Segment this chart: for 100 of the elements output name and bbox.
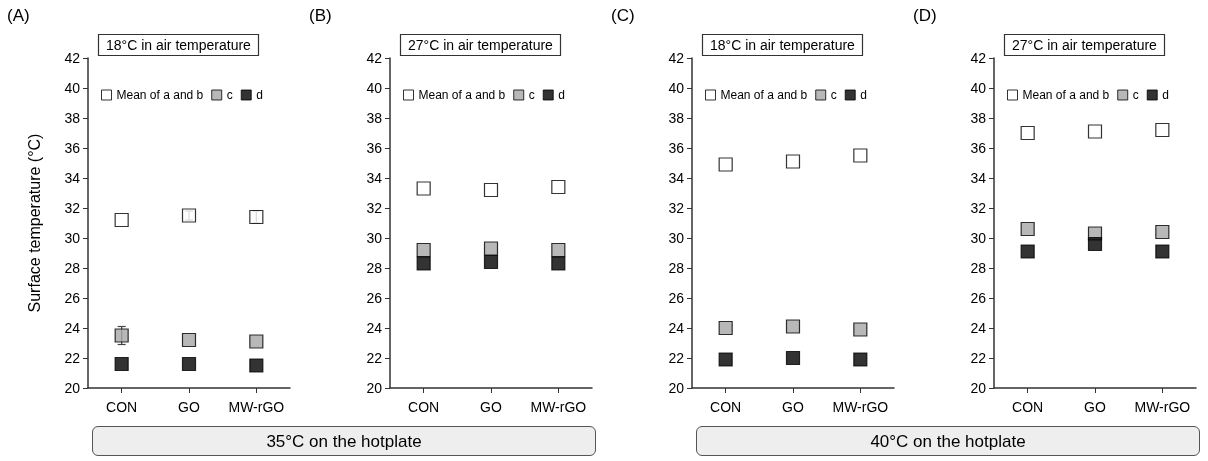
chart-title: (B): [309, 6, 332, 25]
x-tick-label: GO: [480, 399, 502, 415]
point: [853, 352, 868, 367]
y-tick-label: 40: [64, 80, 81, 96]
point: [718, 352, 733, 367]
point: [416, 242, 431, 258]
y-tick-label: 34: [64, 170, 81, 186]
y-tick-label: 36: [366, 140, 383, 156]
y-tick-label: 26: [970, 290, 987, 306]
point: [785, 319, 801, 334]
point: [718, 157, 733, 172]
y-tick-label: 32: [970, 200, 987, 216]
point: [249, 358, 264, 373]
y-tick-label: 42: [970, 50, 987, 66]
y-tick-label: 36: [64, 140, 81, 156]
y-tick-label: 24: [366, 320, 383, 336]
y-tick-label: 20: [64, 380, 81, 396]
y-tick-label: 32: [668, 200, 685, 216]
y-tick-label: 20: [668, 380, 685, 396]
legend-label: Mean of a and b: [116, 88, 204, 102]
chart-subtitle: 27°C in air temperature: [1012, 37, 1158, 53]
legend-label: Mean of a and b: [418, 88, 506, 102]
point: [785, 154, 801, 169]
y-tick-label: 26: [668, 290, 685, 306]
y-tick-label: 30: [64, 230, 81, 246]
x-tick-label: MW-rGO: [530, 399, 587, 415]
point: [181, 332, 197, 348]
legend-label: c: [1132, 88, 1139, 102]
point: [551, 242, 566, 258]
y-tick-label: 42: [668, 50, 685, 66]
y-tick-label: 30: [668, 230, 685, 246]
legend-label: d: [860, 88, 867, 102]
y-tick-label: 38: [64, 110, 81, 126]
y-tick-label: 40: [366, 80, 383, 96]
point: [416, 256, 431, 271]
y-tick-label: 36: [970, 140, 987, 156]
x-tick-label: CON: [1012, 399, 1044, 415]
point: [1020, 244, 1035, 259]
y-tick-label: 24: [970, 320, 987, 336]
legend-label: Mean of a and b: [720, 88, 808, 102]
x-tick-label: GO: [178, 399, 200, 415]
y-tick-label: 28: [668, 260, 685, 276]
y-tick-label: 22: [970, 350, 987, 366]
y-tick-label: 30: [366, 230, 383, 246]
text: 40°C on the hotplate: [696, 426, 1200, 456]
y-tick-label: 26: [366, 290, 383, 306]
y-tick-label: 28: [366, 260, 383, 276]
chart-title: (D): [913, 6, 937, 25]
point: [853, 322, 868, 337]
point: [483, 254, 499, 270]
x-tick-label: MW-rGO: [228, 399, 285, 415]
legend-label: c: [226, 88, 233, 102]
point: [1087, 236, 1103, 252]
point: [551, 256, 566, 271]
chart-title: (C): [611, 6, 635, 25]
point: [416, 181, 431, 196]
x-tick-label: GO: [1084, 399, 1106, 415]
x-tick-label: MW-rGO: [832, 399, 889, 415]
y-tick-label: 38: [970, 110, 987, 126]
legend-label: d: [1162, 88, 1169, 102]
point: [1087, 124, 1103, 139]
y-tick-label: 36: [668, 140, 685, 156]
y-tick-label: 24: [668, 320, 685, 336]
y-tick-label: 28: [970, 260, 987, 276]
point: [1020, 221, 1035, 237]
y-tick-label: 22: [64, 350, 81, 366]
point: [114, 356, 129, 372]
point: [718, 320, 733, 336]
legend-label: c: [830, 88, 837, 102]
legend-label: d: [558, 88, 565, 102]
legend-label: Mean of a and b: [1022, 88, 1110, 102]
x-tick-label: GO: [782, 399, 804, 415]
y-tick-label: 34: [366, 170, 383, 186]
y-tick-label: 34: [970, 170, 987, 186]
y-tick-label: 28: [64, 260, 81, 276]
point: [181, 356, 197, 372]
y-tick-label: 30: [970, 230, 987, 246]
x-tick-label: CON: [710, 399, 742, 415]
y-tick-label: 20: [366, 380, 383, 396]
y-tick-label: 34: [668, 170, 685, 186]
point: [1155, 244, 1170, 259]
y-tick-label: 24: [64, 320, 81, 336]
y-tick-label: 22: [668, 350, 685, 366]
y-tick-label: 42: [366, 50, 383, 66]
chart-subtitle: 18°C in air temperature: [710, 37, 856, 53]
x-tick-label: MW-rGO: [1134, 399, 1191, 415]
y-tick-label: 32: [64, 200, 81, 216]
y-tick-label: 40: [668, 80, 685, 96]
legend-label: d: [256, 88, 263, 102]
legend-label: c: [528, 88, 535, 102]
y-tick-label: 38: [668, 110, 685, 126]
y-axis-title: Surface temperature (°C): [25, 133, 43, 313]
point: [785, 350, 801, 366]
y-tick-label: 20: [970, 380, 987, 396]
point: [483, 182, 499, 198]
y-tick-label: 22: [366, 350, 383, 366]
y-tick-label: 26: [64, 290, 81, 306]
y-tick-label: 40: [970, 80, 987, 96]
point: [1155, 224, 1170, 240]
point: [853, 148, 868, 163]
